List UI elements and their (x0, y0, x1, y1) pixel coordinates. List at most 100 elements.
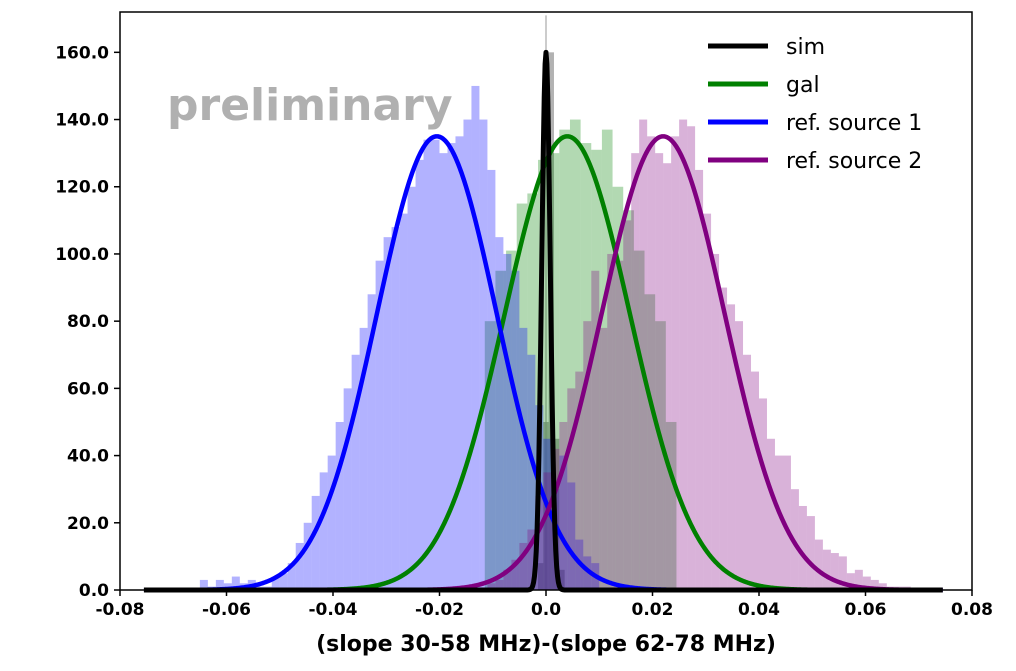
hist-bar (644, 294, 656, 590)
x-tick-label: -0.02 (415, 600, 464, 620)
hist-bar (703, 213, 712, 590)
hist-bar (559, 421, 568, 590)
hist-bar (838, 556, 847, 590)
hist-bar (511, 270, 520, 590)
hist-bar (782, 455, 791, 590)
hist-bar (503, 253, 512, 590)
hist-bar (854, 569, 863, 590)
hist-bar (455, 136, 464, 590)
hist-bar (814, 539, 823, 590)
hist-bar (447, 143, 456, 590)
hist-bar (559, 129, 570, 590)
hist-bar (623, 210, 634, 590)
hist-bar (687, 126, 696, 591)
hist-bar (391, 227, 400, 590)
hist-bar (633, 250, 645, 590)
hist-bar (375, 260, 384, 590)
hist-bar (727, 304, 736, 590)
hist-bar (612, 186, 624, 590)
y-tick-label: 0.0 (79, 581, 109, 601)
legend-label: gal (786, 73, 820, 98)
hist-bar (665, 421, 677, 590)
hist-bar (511, 559, 520, 590)
hist-bar (519, 542, 528, 590)
hist-bar (711, 253, 720, 590)
hist-bar (463, 119, 472, 590)
hist-bar (527, 529, 536, 590)
y-tick-label: 60.0 (67, 379, 109, 399)
hist-bar (519, 327, 528, 590)
x-tick-label: 0.04 (738, 600, 780, 620)
y-tick-label: 20.0 (67, 514, 109, 534)
hist-bar (870, 579, 879, 590)
hist-bar (538, 159, 549, 590)
hist-bar (655, 153, 664, 591)
x-axis-ticks: -0.08 -0.06 -0.04 -0.02 0.0 0.02 0.04 0.06 0.08 (96, 590, 993, 620)
x-tick-label: 0.06 (845, 600, 887, 620)
hist-bar (663, 163, 672, 590)
hist-bar (751, 371, 759, 590)
hist-bar (335, 421, 344, 590)
hist-bar (359, 327, 368, 590)
hist-bar (735, 321, 744, 590)
hist-bar (495, 579, 504, 590)
hist-bar (367, 294, 376, 590)
hist-bar (798, 505, 807, 590)
hist-bar (199, 579, 208, 590)
x-tick-label: 0.02 (632, 600, 674, 620)
hist-bar (506, 250, 517, 590)
y-tick-label: 120.0 (55, 178, 109, 198)
hist-bar (471, 85, 480, 590)
hist-bar (583, 556, 592, 590)
hist-bar (774, 455, 783, 590)
x-tick-label: 0.0 (531, 600, 561, 620)
hist-bar (319, 472, 328, 590)
hist-bar (695, 169, 704, 590)
legend-label: ref. source 2 (786, 149, 922, 174)
hist-bar (583, 321, 592, 590)
hist-bar (559, 569, 565, 590)
hist-bar (383, 237, 392, 590)
hist-bar (647, 136, 656, 590)
y-axis-ticks: 0.0 20.0 40.0 60.0 80.0 100.0 120.0 140.0 160.0 (55, 43, 120, 601)
hist-bar (559, 455, 568, 590)
hist-bar (439, 153, 448, 591)
hist-bar (487, 583, 496, 590)
hist-bar (327, 455, 336, 590)
hist-bar (503, 569, 512, 590)
hist-bar (535, 495, 544, 590)
hist-bar (575, 371, 584, 590)
hist-bar (351, 354, 360, 590)
y-tick-label: 160.0 (55, 43, 109, 63)
hist-bar (846, 573, 855, 590)
hist-bar (231, 576, 240, 590)
legend-label: sim (786, 35, 825, 60)
hist-bar (743, 354, 752, 590)
hist-bar (623, 220, 632, 591)
hist-bar (766, 438, 775, 590)
hist-bar (862, 576, 871, 590)
hist-bar (287, 563, 296, 590)
y-tick-label: 140.0 (55, 111, 109, 131)
x-tick-label: 0.08 (951, 600, 993, 620)
hist-bar (607, 253, 616, 590)
hist-bar (759, 398, 767, 590)
hist-bar (569, 119, 581, 590)
hist-bar (423, 139, 432, 590)
hist-bar (479, 119, 488, 590)
hist-bar (303, 522, 312, 590)
legend: sim gal ref. source 1 ref. source 2 (708, 35, 922, 174)
hist-bar (311, 495, 320, 590)
hist-bar (599, 327, 608, 590)
hist-bar (822, 549, 831, 590)
y-tick-label: 80.0 (67, 312, 109, 332)
hist-bar (639, 119, 648, 590)
hist-bar (431, 139, 440, 590)
hist-bar (399, 213, 408, 590)
hist-bar (415, 159, 424, 590)
hist-bar (601, 129, 613, 590)
y-tick-label: 100.0 (55, 245, 109, 265)
hist-bar (719, 287, 728, 590)
hist-bar (484, 321, 496, 590)
